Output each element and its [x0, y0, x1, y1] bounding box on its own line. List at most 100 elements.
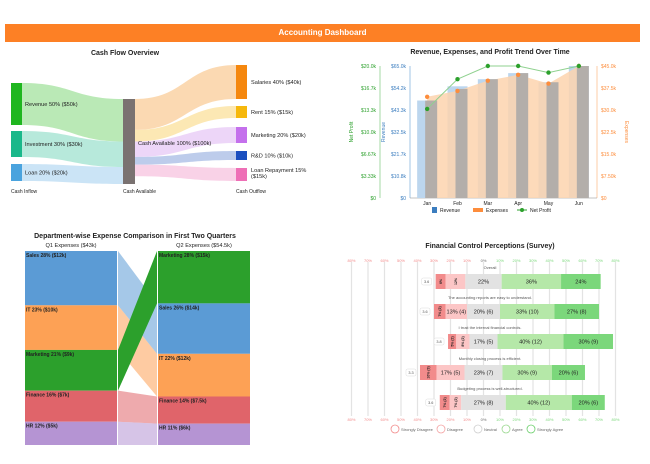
likert-segment [563, 334, 614, 349]
segment-label: 7% (2) [438, 306, 442, 316]
survey-chart: Financial Control Perceptions (Survey) 80… [347, 243, 620, 434]
sankey-node [11, 164, 22, 181]
smiley-icon [436, 424, 446, 434]
likert-segment [445, 304, 467, 319]
tick-label: $6.67k [361, 152, 377, 158]
segment-label: 13% (4) [446, 310, 466, 316]
tick-label: $16.7k [361, 86, 377, 92]
tick-label: 80% [347, 417, 355, 422]
node-label: Marketing 20% ($20k) [251, 133, 306, 139]
question-label: Monthly closing process is efficient. [459, 356, 522, 361]
column-label: Q2 Expenses ($54.5k) [176, 243, 232, 249]
likert-segment [497, 334, 564, 349]
sankey-node [11, 131, 22, 157]
tick-label: 30% [529, 258, 537, 263]
dept-segment [158, 423, 250, 445]
likert-segment [456, 334, 470, 349]
segment-label: 36% [526, 280, 537, 286]
smiley-icon [501, 424, 511, 434]
legend-label: Strongly Disagree [401, 427, 434, 432]
flow-link [118, 251, 157, 391]
likert-segment [448, 334, 457, 349]
sankey-link [135, 127, 236, 157]
smiley-icon [526, 424, 536, 434]
segment-label: 5% (2) [450, 336, 454, 346]
net-profit-point [485, 63, 491, 69]
segment-label: 7% (2) [454, 397, 458, 407]
dept-label: HR 12% ($5k) [26, 424, 58, 430]
bar-overlay [576, 66, 589, 198]
tick-label: 10% [463, 417, 471, 422]
sankey-node [236, 127, 247, 143]
tick-label: $3.33k [361, 174, 377, 180]
tick-label: $10.0k [361, 130, 377, 136]
node-label: R&D 10% ($10k) [251, 154, 293, 160]
segment-label: 20% (6) [578, 401, 598, 407]
question-label: I trust the internal financial controls. [459, 325, 522, 330]
question-label: Overall [484, 265, 497, 270]
segment-label: 10% (3) [427, 366, 431, 378]
likert-segment [449, 395, 462, 410]
likert-segment [464, 365, 503, 380]
tick-label: 60% [380, 258, 388, 263]
tick-label: $0 [370, 196, 376, 202]
tick-label: 20% [446, 258, 454, 263]
tick-label: 80% [611, 258, 619, 263]
legend-swatch-net-profit-dot [520, 208, 524, 212]
expense-point [485, 78, 491, 83]
sankey-link [135, 65, 236, 130]
tick-label: $54.2k [391, 86, 407, 92]
tick-label: $45.0k [601, 64, 617, 70]
node-label: Loan Repayment 15% [251, 168, 306, 174]
chart-title: Cash Flow Overview [91, 50, 160, 57]
axis-title: Net Profit [349, 121, 355, 142]
dept-label: Marketing 28% ($15k) [159, 253, 210, 259]
dept-label: Marketing 21% ($9k) [26, 352, 74, 358]
tick-label: 60% [578, 417, 586, 422]
sankey-node [236, 65, 247, 99]
column-label: Cash Outflow [236, 189, 266, 195]
x-tick-label: Mar [484, 201, 493, 207]
bar-overlay [455, 88, 468, 198]
tick-label: $22.5k [601, 130, 617, 136]
likert-segment [554, 304, 599, 319]
tick-label: 20% [446, 417, 454, 422]
likert-segment [436, 365, 465, 380]
likert-segment [465, 274, 502, 289]
segment-label: 33% (10) [516, 310, 539, 316]
dept-label: Finance 14% ($7.5k) [159, 399, 207, 405]
tick-label: $30.0k [601, 108, 617, 114]
axis-title: Expenses [623, 121, 629, 143]
chart-title: Department-wise Expense Comparison in Fi… [34, 233, 236, 240]
x-tick-label: Feb [453, 201, 462, 207]
node-label: Investment 30% ($30k) [25, 142, 83, 148]
legend-swatch-expenses [473, 208, 483, 212]
legend-label: Neutral [484, 427, 497, 432]
flow-link [118, 421, 157, 445]
column-label: Cash Inflow [11, 189, 38, 195]
tick-label: $32.5k [391, 130, 407, 136]
legend-label: Expenses [486, 208, 508, 214]
sankey-node [236, 168, 247, 181]
sankey-link [135, 164, 236, 181]
net-profit-point [576, 63, 582, 69]
smiley-icon [473, 424, 483, 434]
column-label: Q1 Expenses ($43k) [46, 243, 97, 249]
node-label: Salaries 40% ($40k) [251, 80, 302, 86]
net-profit-point [424, 106, 430, 112]
tick-label: $21.7k [391, 152, 407, 158]
segment-label: 40% (12) [527, 401, 550, 407]
tick-label: 70% [364, 417, 372, 422]
tick-label: $0 [400, 196, 406, 202]
legend-label: Disagree [447, 427, 464, 432]
mean-badge [433, 337, 445, 346]
bar-overlay [516, 73, 529, 198]
tick-label: $13.3k [361, 108, 377, 114]
likert-segment [439, 395, 450, 410]
tick-label: $20.0k [361, 64, 377, 70]
tick-label: 30% [430, 258, 438, 263]
dept-label: Finance 16% ($7k) [26, 393, 70, 399]
dept-label: Sales 26% ($14k) [159, 305, 200, 311]
likert-segment [500, 304, 555, 319]
